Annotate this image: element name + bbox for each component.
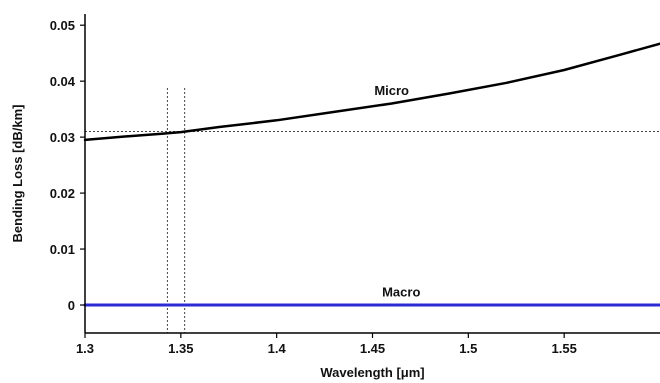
y-tick-label: 0.03 [50,130,75,145]
plot-series [83,42,660,307]
x-tick-label: 1.45 [360,341,385,356]
x-tick-label: 1.55 [552,341,577,356]
y-tick-label: 0.04 [50,74,76,89]
y-tick-label: 0.05 [50,18,75,33]
y-tick-label: 0 [68,298,75,313]
x-tick-label: 1.3 [76,341,94,356]
series-line-micro [83,42,660,142]
y-axis-title: Bending Loss [dB/km] [10,105,25,243]
x-tick-label: 1.35 [168,341,193,356]
reference-lines [85,88,660,333]
y-tick-label: 0.01 [50,242,75,257]
y-ticks: 0 0.01 0.02 0.03 0.04 0.05 [50,18,85,313]
annotation-micro: Micro [374,83,409,98]
x-ticks: 1.3 1.35 1.4 1.45 1.5 1.55 [76,333,577,356]
annotation-macro: Macro [382,285,420,300]
x-axis-title: Wavelength [μm] [320,365,424,380]
x-tick-label: 1.5 [459,341,477,356]
annotations: Micro Macro [374,83,420,299]
y-tick-label: 0.02 [50,186,75,201]
x-tick-label: 1.4 [268,341,287,356]
